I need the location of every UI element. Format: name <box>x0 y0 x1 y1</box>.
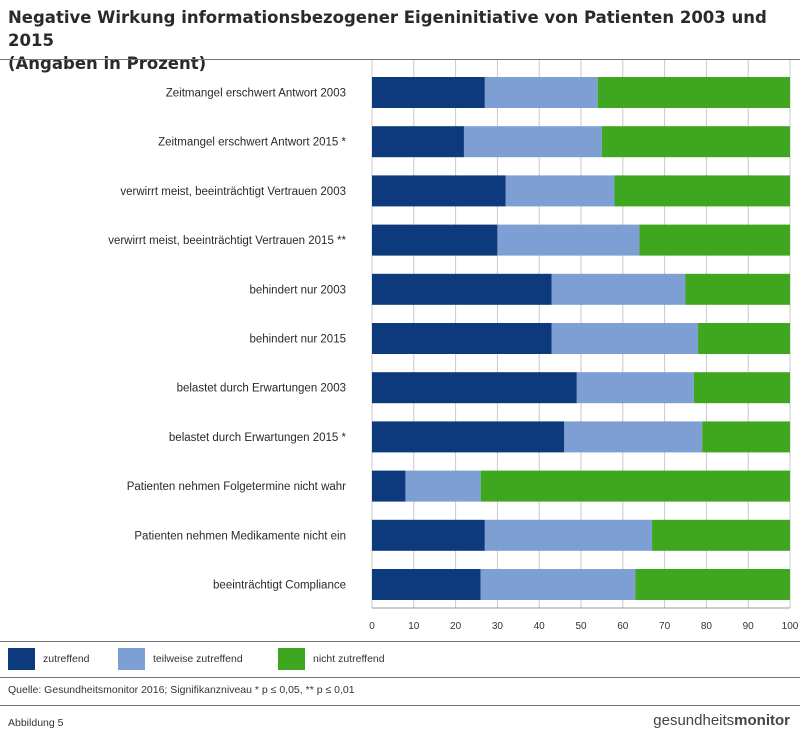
x-tick-label: 10 <box>408 621 420 632</box>
x-tick-label: 30 <box>492 621 504 632</box>
chart-title: Negative Wirkung informationsbezogener E… <box>8 6 788 75</box>
bar-segment <box>372 569 481 600</box>
bar-segment <box>652 519 790 551</box>
x-tick-label: 70 <box>659 621 671 632</box>
legend-item-zutreffend: zutreffend <box>8 648 90 670</box>
chart-title-line2: (Angaben in Prozent) <box>8 54 207 73</box>
bar-segment <box>372 77 485 108</box>
legend: zutreffend teilweise zutreffend nicht zu… <box>0 644 800 674</box>
x-tick-label: 50 <box>575 621 587 632</box>
bar-segment <box>463 126 602 158</box>
legend-label-nicht: nicht zutreffend <box>313 653 385 665</box>
bar-segment <box>484 77 598 108</box>
legend-item-nicht: nicht zutreffend <box>278 648 385 670</box>
legend-rule <box>0 641 800 642</box>
source-note: Quelle: Gesundheitsmonitor 2016; Signifi… <box>8 684 355 696</box>
legend-swatch-zutreffend <box>8 648 35 670</box>
x-tick-label: 20 <box>450 621 462 632</box>
category-label: belastet durch Erwartungen 2015 * <box>169 432 347 444</box>
source-rule <box>0 677 800 678</box>
bar-segment <box>372 323 552 354</box>
bar-segment <box>372 273 552 305</box>
legend-swatch-nicht <box>278 648 305 670</box>
x-tick-label: 80 <box>701 621 713 632</box>
bar-segment <box>372 519 485 551</box>
bar-segment <box>372 372 577 404</box>
legend-label-teilweise: teilweise zutreffend <box>153 653 243 665</box>
bar-segment <box>372 421 565 453</box>
legend-item-teilweise: teilweise zutreffend <box>118 648 243 670</box>
category-label: behindert nur 2015 <box>249 334 346 346</box>
bar-segment <box>372 126 464 158</box>
bar-segment <box>480 569 636 600</box>
bar-segment <box>698 323 790 354</box>
bar-segment <box>551 323 699 354</box>
bar-segment <box>497 224 640 256</box>
category-label: verwirrt meist, beeinträchtigt Vertrauen… <box>108 235 346 247</box>
bar-segment <box>372 470 406 502</box>
stacked-bar-chart: Zeitmangel erschwert Antwort 2003 Zeitman… <box>108 60 799 632</box>
category-label: Patienten nehmen Folgetermine nicht wahr <box>127 481 346 493</box>
category-label: beeinträchtigt Compliance <box>213 580 346 592</box>
x-tick-label: 0 <box>369 621 375 632</box>
legend-label-zutreffend: zutreffend <box>43 653 90 665</box>
bar-segment <box>551 273 686 305</box>
bar-segment <box>480 470 790 502</box>
bar-segment <box>702 421 790 453</box>
bar-segment <box>601 126 790 158</box>
bar-segment <box>564 421 703 453</box>
x-tick-label: 100 <box>782 621 799 632</box>
x-tick-label: 40 <box>534 621 546 632</box>
category-label: belastet durch Erwartungen 2003 <box>177 383 346 395</box>
top-rule <box>0 59 800 60</box>
category-label: Patienten nehmen Medikamente nicht ein <box>134 530 346 542</box>
bar-segment <box>505 175 615 207</box>
x-tick-label: 60 <box>617 621 629 632</box>
category-label: Zeitmangel erschwert Antwort 2015 * <box>158 137 346 149</box>
category-label: Zeitmangel erschwert Antwort 2003 <box>166 88 346 100</box>
bar-segment <box>635 569 790 600</box>
bar-segment <box>372 175 506 207</box>
brand-bold: monitor <box>734 712 790 729</box>
legend-swatch-teilweise <box>118 648 145 670</box>
bar-segment <box>484 519 653 551</box>
bar-segment <box>685 273 790 305</box>
bar-segment <box>405 470 481 502</box>
footer-rule <box>0 705 800 706</box>
x-tick-label: 90 <box>743 621 755 632</box>
bar-segment <box>576 372 694 404</box>
bar-segment <box>614 175 790 207</box>
chart-title-line1: Negative Wirkung informationsbezogener E… <box>8 8 767 50</box>
category-label: verwirrt meist, beeinträchtigt Vertrauen… <box>120 186 346 198</box>
brand-logo: gesundheitsmonitor <box>653 712 790 729</box>
bar-segment <box>639 224 790 256</box>
bar-segment <box>372 224 498 256</box>
bar-segment <box>693 372 790 404</box>
bar-segment <box>597 77 790 108</box>
figure-label: Abbildung 5 <box>8 717 64 729</box>
category-label: behindert nur 2003 <box>249 284 346 296</box>
brand-light: gesundheits <box>653 712 735 729</box>
